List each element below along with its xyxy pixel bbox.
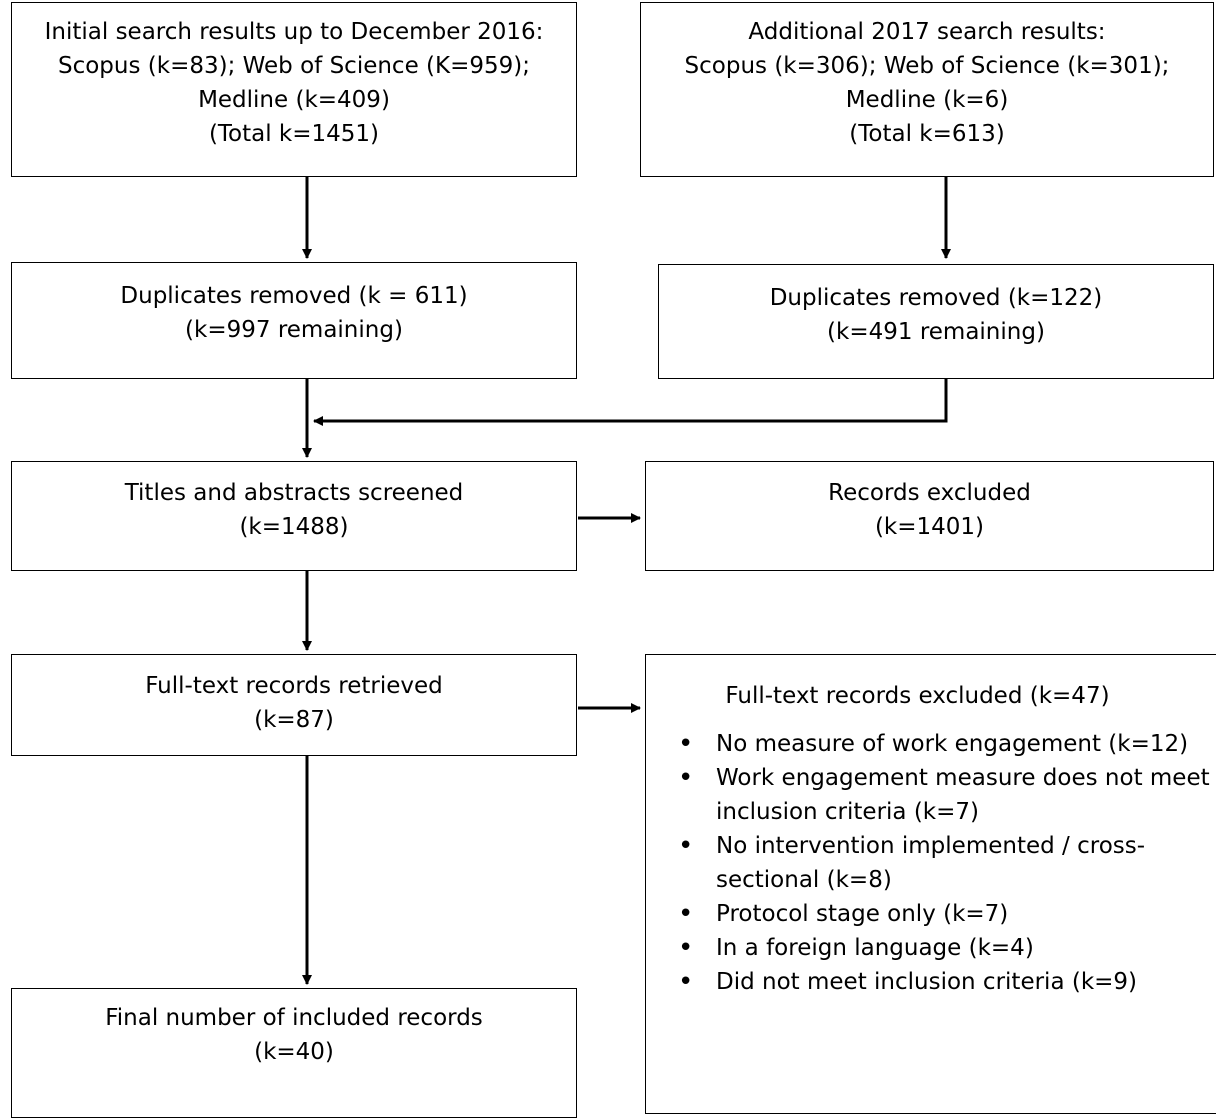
final-line: Final number of included records [105,1005,483,1031]
exclusion-reason: Protocol stage only (k=7) [666,897,1216,931]
additional-search-line: (Total k=613) [849,121,1005,147]
fulltext-retrieved-line: (k=87) [254,707,334,733]
initial-search-line: Scopus (k=83); Web of Science (K=959); [57,53,530,79]
fulltext-excluded-box: Full-text records excluded (k=47) No mea… [645,654,1216,1114]
exclusion-reason: Did not meet inclusion criteria (k=9) [666,965,1216,999]
fulltext-retrieved-line: Full-text records retrieved [145,673,443,699]
exclusion-reason: Work engagement measure does not meet in… [666,761,1216,829]
records-excluded-line: (k=1401) [874,514,985,540]
initial-search-line: Initial search results up to December 20… [44,19,544,45]
exclusion-reason: No measure of work engagement (k=12) [666,727,1216,761]
initial-search-line: (Total k=1451) [208,121,380,147]
duplicates-right-line: (k=491 remaining) [827,319,1045,345]
duplicates-left-line: Duplicates removed (k = 611) [120,283,468,309]
final-line: (k=40) [254,1039,334,1065]
exclusion-reason: No intervention implemented / cross-sect… [666,829,1216,897]
duplicates-left-line: (k=997 remaining) [185,317,403,343]
exclusion-reason: In a foreign language (k=4) [666,931,1216,965]
duplicates-right-line: Duplicates removed (k=122) [769,285,1103,311]
fulltext-excluded-title: Full-text records excluded (k=47) [725,683,1110,709]
titles-abstracts-screened-box: Titles and abstracts screened (k=1488) [11,461,577,571]
fulltext-retrieved-box: Full-text records retrieved (k=87) [11,654,577,756]
duplicates-removed-right-box: Duplicates removed (k=122) (k=491 remain… [658,264,1214,379]
additional-search-line: Additional 2017 search results: [748,19,1106,45]
records-excluded-box: Records excluded (k=1401) [645,461,1214,571]
initial-search-line: Medline (k=409) [198,87,390,113]
arrow-duplicates-right-to-merge [313,378,948,426]
additional-search-line: Scopus (k=306); Web of Science (k=301); [684,53,1170,79]
exclusion-reasons-list: No measure of work engagement (k=12) Wor… [646,727,1216,999]
screened-line: (k=1488) [239,514,349,540]
duplicates-removed-left-box: Duplicates removed (k = 611) (k=997 rema… [11,262,577,379]
initial-search-box: Initial search results up to December 20… [11,2,577,177]
additional-search-box: Additional 2017 search results: Scopus (… [640,2,1214,177]
records-excluded-line: Records excluded [828,480,1031,506]
final-included-box: Final number of included records (k=40) [11,988,577,1118]
screened-line: Titles and abstracts screened [124,480,464,506]
additional-search-line: Medline (k=6) [845,87,1009,113]
